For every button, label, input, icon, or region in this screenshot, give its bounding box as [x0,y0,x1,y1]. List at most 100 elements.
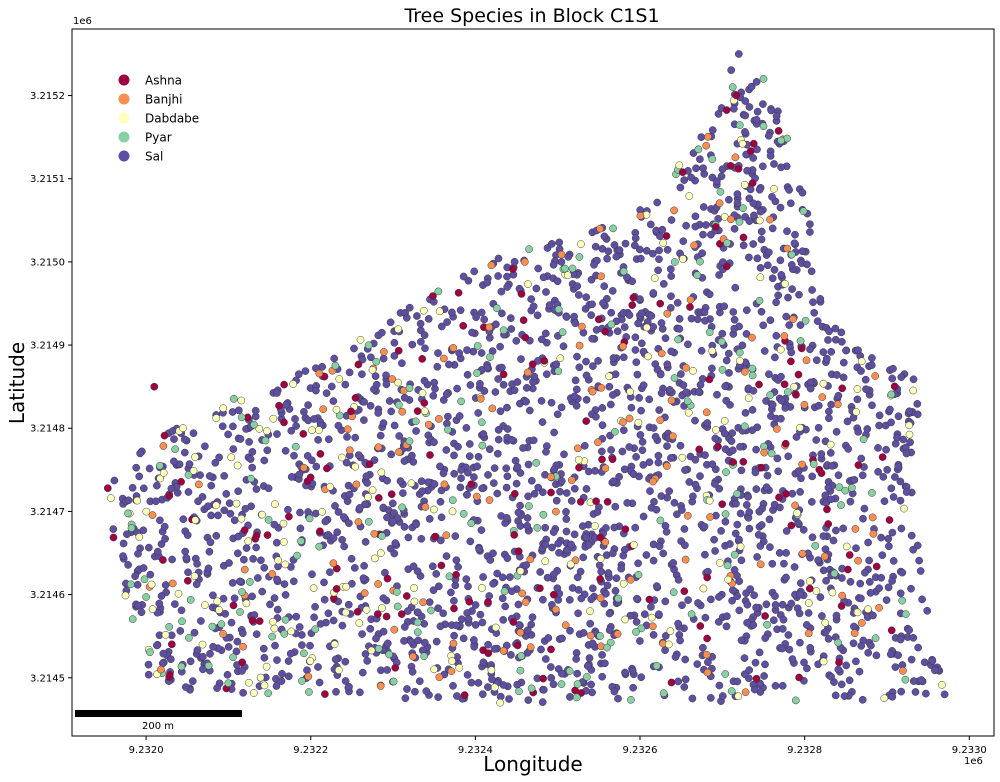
point-sal [421,344,429,353]
point-sal [846,497,855,506]
point-sal [710,480,719,488]
point-pyar [486,353,494,361]
x-axis: 9.2320 9.2322 9.2324 9.2326 9.2328 9.2330 [129,736,987,756]
point-sal [637,339,646,348]
point-sal [459,272,468,281]
point-sal [452,556,461,565]
point-sal [605,382,614,391]
point-sal [609,354,618,362]
point-sal [298,641,306,649]
point-sal [542,370,551,379]
point-sal [451,532,460,540]
point-sal [760,672,768,680]
point-pyar [784,388,792,396]
point-sal [432,637,441,646]
point-pyar [268,632,277,641]
point-pyar [264,515,273,524]
point-sal [493,489,502,498]
point-pyar [444,425,452,434]
point-sal [445,360,453,369]
point-sal [257,556,265,565]
point-banjhi [557,250,566,259]
point-sal [146,570,155,579]
point-banjhi [194,480,203,489]
point-ashna [703,634,711,643]
point-pyar [335,411,344,420]
point-sal [320,595,329,604]
point-sal [429,586,438,595]
point-sal [797,474,805,483]
point-sal [538,698,547,706]
point-sal [541,655,550,663]
point-sal [877,533,885,542]
point-sal [379,419,388,427]
point-ashna [805,584,814,593]
point-sal [442,446,451,454]
point-dabdabe [263,427,271,435]
point-pyar [516,666,525,675]
point-sal [775,549,784,557]
point-sal [828,462,837,470]
point-pyar [364,517,373,526]
point-sal [514,600,523,609]
point-sal [675,325,684,333]
point-sal [480,315,489,324]
point-sal [783,227,791,236]
y-axis: 3.21453.21463.21473.21483.21493.21503.21… [30,91,72,684]
point-sal [459,634,468,643]
point-sal [171,600,179,608]
point-sal [463,346,471,354]
point-pyar [305,514,314,523]
point-banjhi [702,141,711,150]
point-dabdabe [819,379,828,388]
point-ashna [575,463,583,472]
point-ashna [280,380,288,389]
point-pyar [859,435,868,444]
point-sal [128,483,137,492]
point-sal [227,618,236,627]
point-sal [771,681,780,690]
point-sal [562,489,571,497]
point-banjhi [731,153,740,162]
point-sal [549,570,558,579]
point-pyar [683,397,692,406]
point-sal [465,452,474,461]
point-banjhi [485,323,494,332]
point-sal [376,431,385,440]
point-sal [512,479,521,488]
point-sal [721,382,730,391]
point-ashna [598,455,606,464]
point-banjhi [748,333,756,342]
point-banjhi [851,525,860,533]
point-sal [490,464,499,472]
point-sal [759,321,768,330]
point-sal [225,559,233,567]
point-sal [875,584,883,593]
point-pyar [573,680,582,688]
point-ashna [794,370,803,379]
point-sal [701,316,709,325]
point-dabdabe [318,507,326,516]
point-sal [555,238,564,247]
point-sal [403,685,411,693]
point-sal [139,484,148,493]
point-sal [538,418,547,426]
legend-marker-banjhi [118,93,130,105]
point-sal [339,513,348,521]
point-sal [844,445,853,453]
point-ashna [890,382,899,391]
point-sal [755,648,764,657]
point-sal [886,405,894,414]
point-dabdabe [574,455,583,464]
point-sal [359,574,368,583]
point-sal [737,466,746,475]
point-sal [321,517,330,526]
point-sal [301,367,310,375]
point-sal [699,643,707,652]
point-sal [358,355,367,364]
point-sal [473,462,482,471]
point-sal [676,636,684,645]
point-sal [562,546,571,554]
point-pyar [708,155,717,164]
point-sal [556,487,564,496]
